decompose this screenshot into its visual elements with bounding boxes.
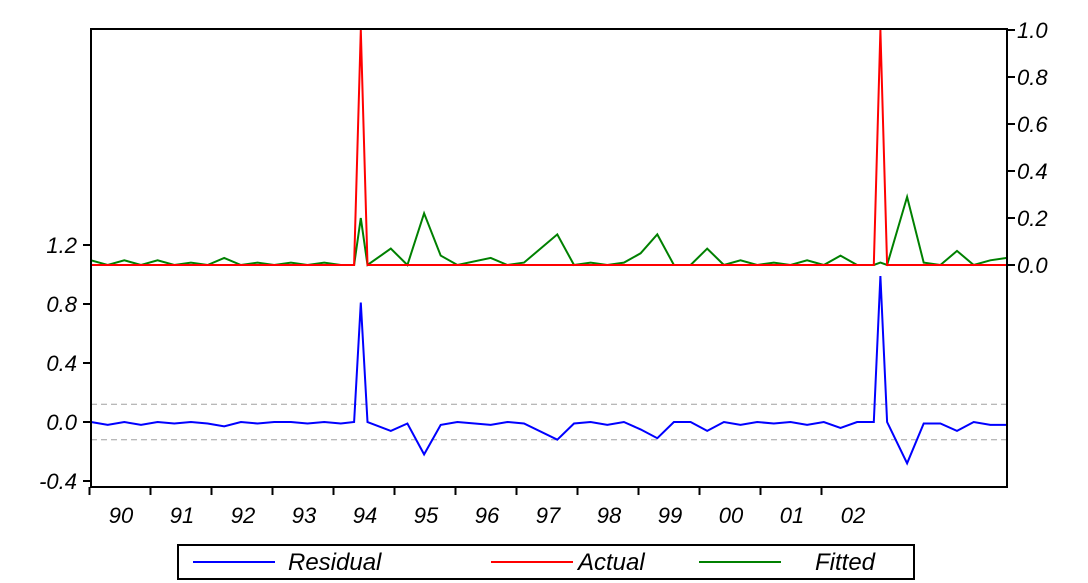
x-axis-tick-label: 00 xyxy=(719,503,744,528)
x-axis-tick-label: 93 xyxy=(292,503,317,528)
x-axis-tick-label: 02 xyxy=(841,503,865,528)
right-axis-tick-label: 0.2 xyxy=(1017,206,1048,231)
series-layer xyxy=(90,29,1008,466)
plot-area xyxy=(91,403,1007,441)
x-axis-tick-label: 96 xyxy=(475,503,500,528)
legend: Residual Actual Fitted xyxy=(177,544,915,580)
x-axis-tick-label: 92 xyxy=(231,503,255,528)
right-axis-tick-label: 0.8 xyxy=(1017,65,1048,90)
x-axis-tick-label: 97 xyxy=(536,503,561,528)
legend-label-residual: Residual xyxy=(288,549,382,576)
x-axis-tick-label: 91 xyxy=(170,503,194,528)
x-axis-tick-label: 94 xyxy=(353,503,377,528)
series-line-residual xyxy=(90,275,1007,466)
left-axis-tick-label: -0.4 xyxy=(39,469,77,494)
x-axis-tick-label: 99 xyxy=(658,503,682,528)
legend-label-fitted: Fitted xyxy=(815,549,876,576)
series-line-fitted xyxy=(90,193,1008,267)
series-line-actual xyxy=(91,29,1007,266)
right-axis-tick-label: 0.4 xyxy=(1017,159,1048,184)
left-axis-tick-label: 0.0 xyxy=(46,410,77,435)
x-axis-tick-label: 98 xyxy=(597,503,622,528)
left-axis-tick-label: 0.4 xyxy=(46,351,77,376)
legend-label-actual: Actual xyxy=(576,549,645,576)
right-axis-tick-label: 0.6 xyxy=(1017,112,1048,137)
right-axis-tick-label: 0.0 xyxy=(1017,253,1048,278)
plot-frame xyxy=(90,28,1008,488)
axes-layer: 0.0 0.2 0.4 0.6 0.8 1.0 -0.4 0.0 0.4 0.8 1.2 90 91 92… xyxy=(39,18,1048,528)
x-axis-tick-label: 95 xyxy=(414,503,439,528)
x-axis-tick-label: 90 xyxy=(109,503,134,528)
x-axis-tick-label: 01 xyxy=(780,503,804,528)
left-axis-tick-label: 0.8 xyxy=(46,292,77,317)
left-axis-tick-label: 1.2 xyxy=(46,233,77,258)
right-axis-tick-label: 1.0 xyxy=(1017,18,1048,43)
